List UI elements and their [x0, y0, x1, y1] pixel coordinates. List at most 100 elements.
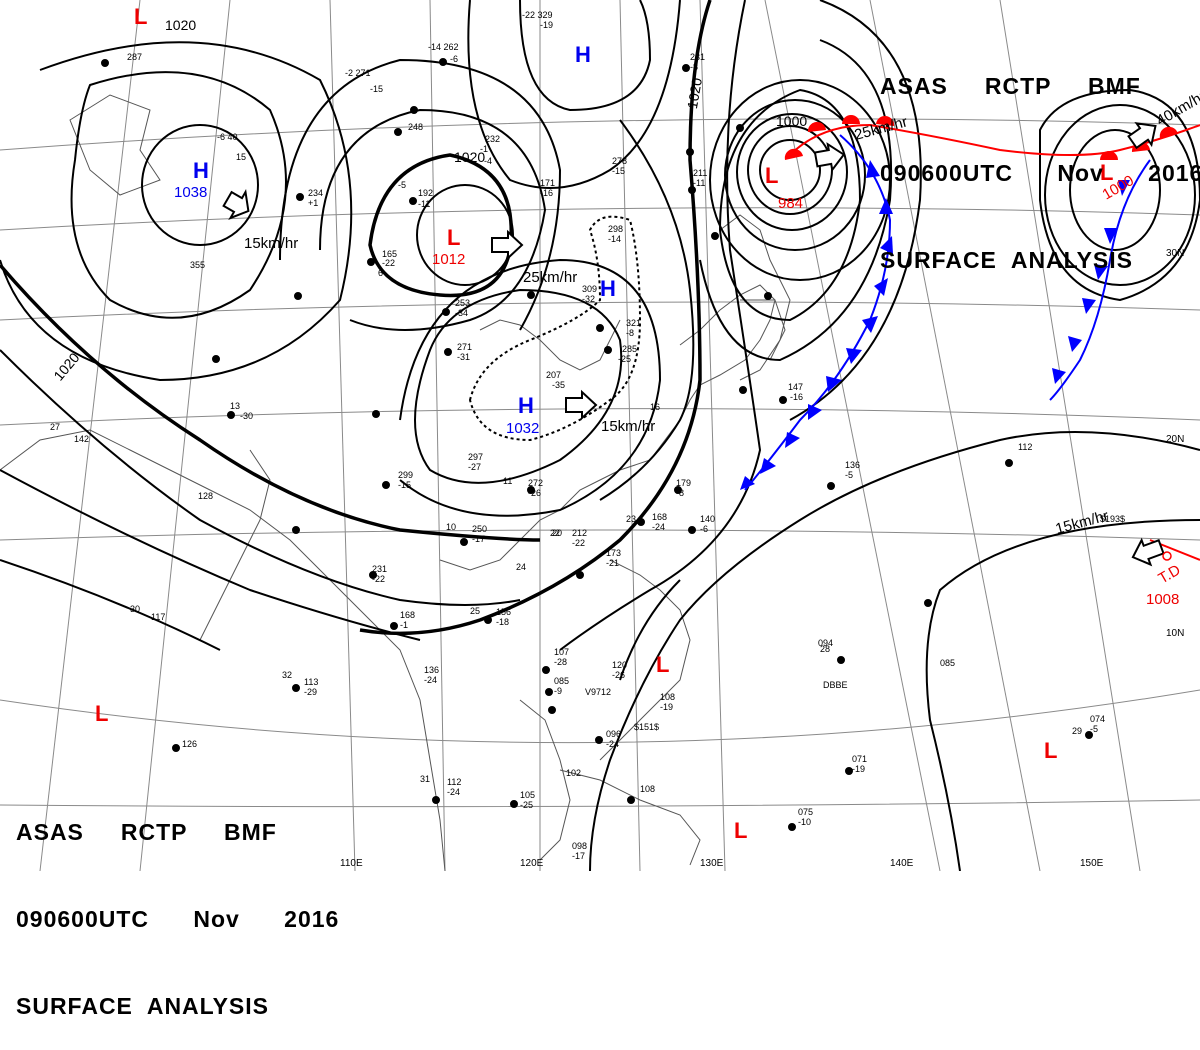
station-plot: 211 — [693, 168, 707, 178]
station-plot: 096 — [606, 729, 621, 739]
station-plot: -17 — [572, 851, 585, 861]
isobar-label: 1020 — [454, 149, 485, 165]
station-plot: 126 — [182, 739, 197, 749]
station-plot: 105 — [520, 790, 535, 800]
station-plot: 107 — [554, 647, 569, 657]
station-plot: 108 — [640, 784, 655, 794]
station-plot: -24 — [447, 787, 460, 797]
lon-label: 120E — [520, 858, 544, 869]
low-symbol: L — [656, 652, 669, 677]
station-plot: 11 — [503, 476, 512, 486]
station-plot: -31 — [457, 352, 470, 362]
station-plot: -22 — [372, 574, 385, 584]
station-plot: -25 — [618, 354, 631, 364]
station-plot: 309 — [582, 284, 597, 294]
station-plot: 298 — [608, 224, 623, 234]
station-plot: -17 — [472, 534, 485, 544]
station-plot: 108 — [660, 692, 675, 702]
station-plot: -6 40 — [217, 132, 238, 142]
lon-label: 150E — [1080, 858, 1104, 869]
station-plot: -11 — [693, 178, 705, 188]
station-plot: -14 — [608, 234, 621, 244]
lat-label: 10N — [1166, 628, 1184, 639]
station-plot: 271 — [457, 342, 472, 352]
station-plot: 32 — [282, 670, 292, 680]
station-plot: -5 — [398, 180, 406, 190]
station-plot: -6 — [700, 524, 708, 534]
station-plot: 232 — [485, 134, 500, 144]
station-plot: 098 — [572, 841, 587, 851]
station-plot: 136 — [424, 665, 439, 675]
station-plot: -22 — [572, 538, 585, 548]
low-symbol: L — [1044, 738, 1057, 763]
station-plot: 113 — [304, 677, 318, 687]
station-plot: 173 — [606, 548, 621, 558]
high-symbol: H — [600, 276, 616, 301]
header-time-line: 090600UTC Nov 2016 — [880, 159, 1200, 188]
header-station-line: ASAS RCTP BMF — [16, 818, 339, 847]
station-plot: 231 — [372, 564, 387, 574]
station-plot: 355 — [190, 260, 205, 270]
station-plot: 168 — [652, 512, 667, 522]
header-product-line: SURFACE ANALYSIS — [16, 992, 339, 1021]
station-plot: 24 — [516, 562, 526, 572]
low-symbol: L — [134, 4, 147, 29]
station-plot: 179 — [676, 478, 691, 488]
station-plot: 074 — [1090, 714, 1105, 724]
station-plot: 142 — [74, 434, 89, 444]
station-plot: 156 — [496, 607, 511, 617]
station-plot: 250 — [472, 524, 487, 534]
station-plot: 140 — [700, 514, 715, 524]
station-plot: +1 — [308, 198, 318, 208]
station-plot: 15 — [236, 152, 246, 162]
isobar-label: 1020 — [684, 76, 705, 110]
station-plot: -28 — [554, 657, 567, 667]
station-plot: -22 329 — [522, 10, 553, 20]
station-plot: 299 — [398, 470, 413, 480]
station-plot: 120 — [612, 660, 627, 670]
high-value: 1032 — [506, 420, 539, 437]
station-plot: 23 — [626, 514, 636, 524]
station-plot: -6 — [450, 54, 458, 64]
station-plot: -5 — [1090, 724, 1098, 734]
station-plot: -19 — [540, 20, 553, 30]
speed-label: 15km/hr — [601, 418, 655, 435]
station-plot: 278 — [612, 156, 627, 166]
station-plot: -15 — [612, 166, 625, 176]
speed-label: 15km/hr — [244, 235, 298, 252]
station-plot: V9712 — [585, 687, 611, 697]
station-plot: -15 — [370, 84, 383, 94]
station-plot: 272 — [528, 478, 543, 488]
low-symbol: L — [447, 225, 460, 250]
station-plot: DBBE — [823, 680, 848, 690]
station-plot: 231 — [690, 52, 705, 62]
station-plot: -26 — [528, 488, 541, 498]
station-plot: 321 — [626, 318, 641, 328]
station-plot: -16 — [540, 188, 553, 198]
station-plot: 212 — [572, 528, 587, 538]
station-plot: 192 — [418, 188, 433, 198]
station-plot: 136 — [845, 460, 860, 470]
station-plot: 31 — [420, 774, 430, 784]
tropical-depression: T.D 1008 — [1146, 561, 1184, 608]
station-plot: 112 — [447, 777, 461, 787]
lon-label: 140E — [890, 858, 914, 869]
station-plot: -35 — [552, 380, 565, 390]
station-plot: 234 — [308, 188, 323, 198]
station-plot: 147 — [788, 382, 803, 392]
station-plot: $151$ — [634, 722, 659, 732]
station-plot: -24 — [652, 522, 665, 532]
station-plot: -25 — [520, 800, 533, 810]
station-plot: 253 — [455, 298, 470, 308]
station-plot: -32 — [582, 294, 595, 304]
station-plot: -19 — [852, 764, 865, 774]
low-value: 984 — [778, 195, 803, 212]
station-plot: -34 — [455, 308, 468, 318]
station-plot: -8 — [626, 328, 634, 338]
isobar-label: 1020 — [165, 17, 196, 33]
station-plot: 27 — [50, 422, 60, 432]
station-plot: -22 — [382, 258, 395, 268]
station-plot: -16 — [790, 392, 803, 402]
station-plot: -29 — [304, 687, 317, 697]
station-plot: -9 — [554, 686, 562, 696]
